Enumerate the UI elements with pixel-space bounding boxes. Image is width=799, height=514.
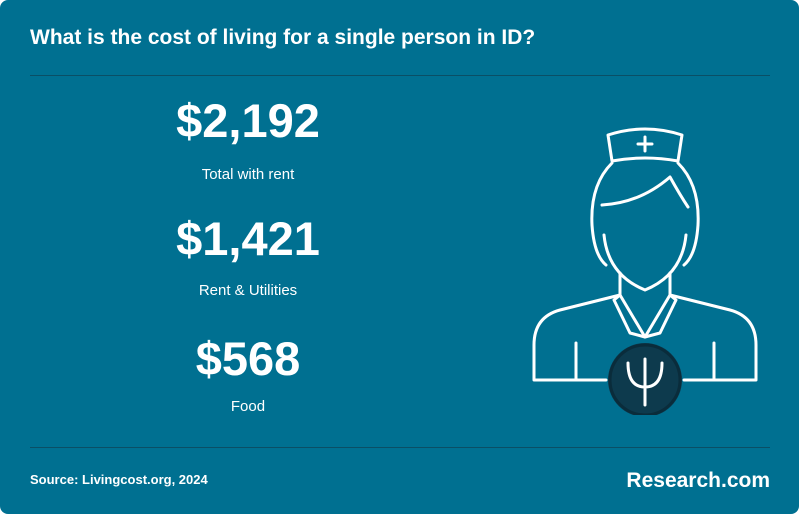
stat-label: Food [230,398,266,415]
stat-value: $2,192 [176,94,320,147]
divider [30,75,770,76]
source: Source: Livingcost.org, 2024 [30,472,208,487]
stat-value: $1,421 [176,212,320,265]
stat-label: Total with rent [201,166,295,183]
brand-logo: Research.com [626,469,770,492]
title: What is the cost of living for a single … [30,26,536,49]
stat-value: $568 [195,332,301,385]
stat-label: Rent & Utilities [198,282,298,299]
divider [30,447,770,448]
nurse-icon [532,127,758,415]
